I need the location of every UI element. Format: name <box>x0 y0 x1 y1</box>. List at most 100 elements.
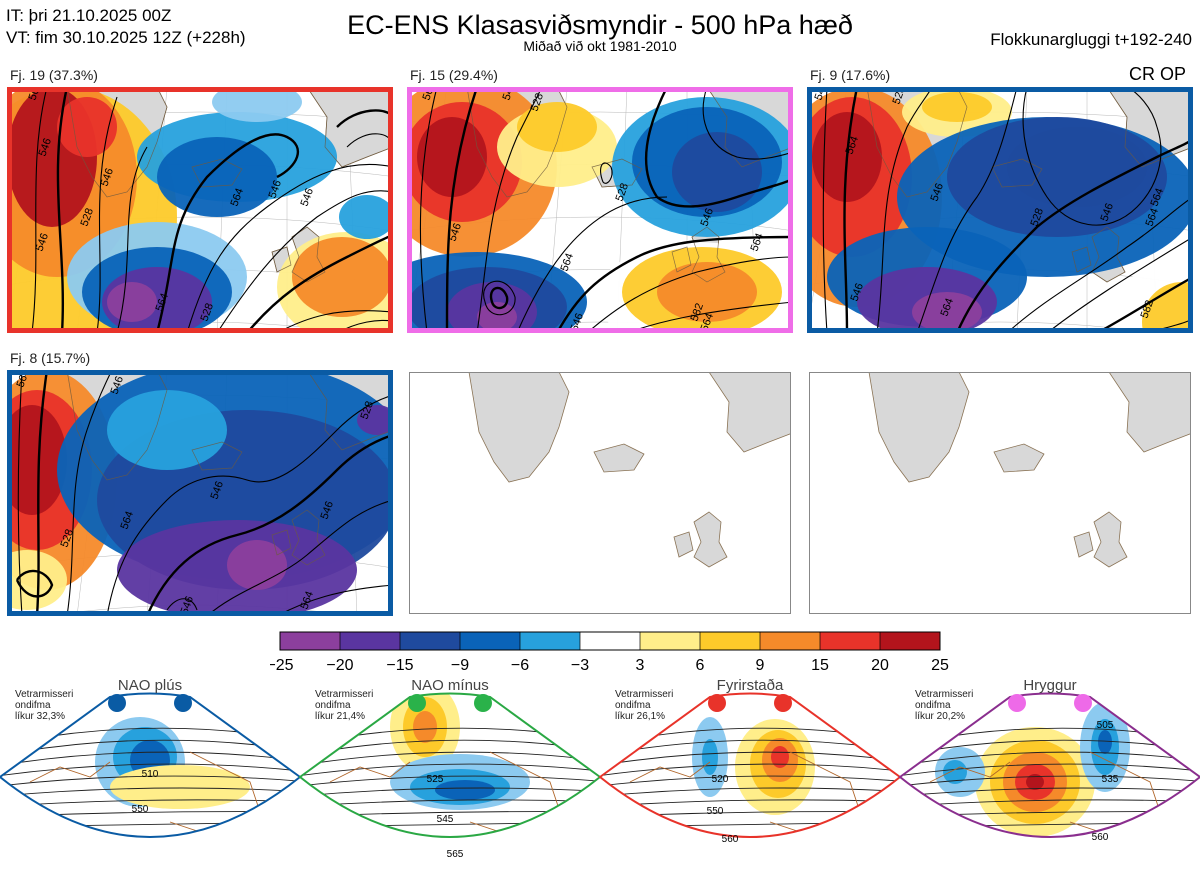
regime-frame <box>0 692 302 838</box>
regime-contour-label: 560 <box>722 834 739 845</box>
anomaly-blob <box>157 137 277 217</box>
height-contour <box>822 87 828 333</box>
cluster-frame <box>807 87 1193 333</box>
anomaly-blob <box>922 92 992 122</box>
colorbar-segment <box>760 632 820 650</box>
anomaly-blob <box>672 132 762 212</box>
regime-dot <box>108 694 126 712</box>
anomaly-blob <box>912 292 982 332</box>
britain <box>693 511 728 568</box>
anomaly-blob <box>357 405 393 435</box>
cluster-frame <box>7 87 393 333</box>
classification-window: Flokkunargluggi t+192-240 <box>990 30 1192 49</box>
anomaly-blob <box>292 237 392 317</box>
anomaly-blob <box>7 405 67 515</box>
contour-label: 546 <box>34 232 52 253</box>
height-contour <box>1096 275 1193 333</box>
height-contour <box>186 163 393 333</box>
regime-contour-label: 510 <box>142 769 159 780</box>
height-contour <box>1022 87 1162 226</box>
regime-contour-label: 550 <box>132 804 149 815</box>
anomaly-blob <box>212 87 302 122</box>
height-contour <box>106 394 393 616</box>
colorbar-tick: −6 <box>511 657 529 674</box>
height-contour <box>35 370 49 616</box>
regime-dot <box>408 694 426 712</box>
regime-frame <box>598 692 902 838</box>
regime-info: líkur 26,1% <box>615 711 665 722</box>
regime-title: NAO mínus <box>411 677 489 694</box>
colorbar-tick: 6 <box>696 657 705 674</box>
cluster-label-4: Fj. 8 (15.7%) <box>10 350 91 366</box>
cluster-map-4: 564 546 528 546 528 546 564 546 564 <box>7 370 393 616</box>
regime-title: Hryggur <box>1023 677 1076 694</box>
regime-info: Vetrarmisseri <box>15 689 73 700</box>
contour-label: 528 <box>529 92 547 113</box>
height-contour <box>419 87 438 333</box>
height-contour <box>155 133 299 333</box>
regime-info: ondifma <box>15 700 51 711</box>
empty-map-6 <box>809 372 1191 614</box>
regime-2: 525 545 565 NAO mínus Vetrarmisseriondifmalí… <box>298 677 602 860</box>
regime-dot <box>708 694 726 712</box>
height-contour <box>246 233 393 333</box>
norway <box>708 372 791 453</box>
colorbar-segment <box>700 632 760 650</box>
contour-label: 564 <box>119 510 137 531</box>
height-contour <box>66 370 113 616</box>
colorbar-tick: −25 <box>270 657 294 674</box>
colorbar-tick: −20 <box>326 657 353 674</box>
colorbar-tick: 20 <box>871 657 889 674</box>
regime-info: líkur 20,2% <box>915 711 965 722</box>
anomaly-blob <box>477 302 517 332</box>
contour-label: 564 <box>1144 207 1162 228</box>
greenland <box>868 372 970 483</box>
height-contour <box>216 190 393 333</box>
empty-map-5 <box>409 372 791 614</box>
height-contour <box>476 87 543 333</box>
contour-label: 564 <box>939 297 957 318</box>
colorbar-tick: 9 <box>756 657 765 674</box>
height-contour <box>843 87 859 333</box>
contour-label: 546 <box>109 375 127 396</box>
colorbar-tick: −15 <box>386 657 413 674</box>
colorbar-segment <box>520 632 580 650</box>
contour-label: 528 <box>1029 207 1047 228</box>
contour-label: 546 <box>447 222 465 243</box>
height-contour <box>916 87 1018 333</box>
regime-contour-label: 560 <box>1092 832 1109 843</box>
contour-label: 528 <box>359 400 377 421</box>
regime-info: ondifma <box>315 700 351 711</box>
cluster-label-1: Fj. 19 (37.3%) <box>10 67 98 83</box>
valid-time: VT: fim 30.10.2025 12Z (+228h) <box>6 28 246 47</box>
regime-contour-label: 525 <box>427 774 444 785</box>
regime-3: 520 550 560 Fyrirstaða Vetrarmisseriondifmal… <box>598 677 902 845</box>
contour-label: 528 <box>59 528 77 549</box>
iceland <box>593 443 645 473</box>
page-subtitle: Miðað við okt 1981-2010 <box>523 38 677 54</box>
contour-label: 564 <box>1149 187 1167 208</box>
cluster-frame <box>7 370 393 616</box>
contour-label: 546 <box>299 187 317 208</box>
contour-label: 564 <box>229 187 247 208</box>
height-contour <box>600 162 613 184</box>
regime-info: Vetrarmisseri <box>615 689 673 700</box>
regime-info: ondifma <box>615 700 651 711</box>
colorbar-tick: −9 <box>451 657 469 674</box>
contour-label: 546 <box>37 137 55 158</box>
regime-dot <box>1074 694 1092 712</box>
contour-label: 528 <box>79 207 97 228</box>
height-contour <box>15 569 54 598</box>
height-contour <box>1006 196 1193 333</box>
height-contour <box>644 87 793 208</box>
anomaly-blob <box>107 282 157 322</box>
regime-title: Fyrirstaða <box>717 677 784 694</box>
cluster-label-3: Fj. 9 (17.6%) <box>810 67 891 83</box>
regime-code: CR OP <box>1128 64 1186 84</box>
contour-label: 546 <box>849 282 867 303</box>
contour-label: 564 <box>699 312 717 333</box>
height-contour <box>166 598 198 611</box>
regime-info: líkur 32,3% <box>15 711 65 722</box>
regime-dot <box>1008 694 1026 712</box>
